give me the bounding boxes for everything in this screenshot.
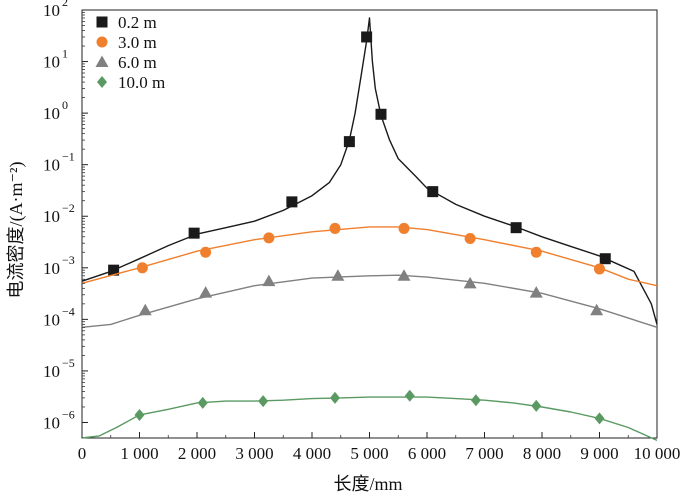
- data-point: [590, 303, 604, 316]
- y-tick-label: 10: [43, 413, 60, 432]
- data-point: [530, 246, 542, 258]
- y-tick-exponent: −2: [62, 201, 75, 215]
- legend-marker: [96, 36, 108, 48]
- data-point: [510, 222, 522, 234]
- y-tick-label: 10: [43, 310, 60, 329]
- data-point: [531, 399, 542, 412]
- data-point: [375, 108, 387, 120]
- data-point: [138, 303, 152, 316]
- x-tick-label: 9 000: [580, 444, 618, 463]
- x-tick-label: 8 000: [523, 444, 561, 463]
- data-point: [594, 412, 605, 425]
- data-point: [599, 253, 611, 265]
- y-tick-exponent: −1: [62, 150, 75, 164]
- x-tick-label: 0: [78, 444, 87, 463]
- x-tick-label: 10 000: [634, 444, 681, 463]
- y-tick-label: 10: [43, 53, 60, 72]
- legend-label: 10.0 m: [118, 73, 165, 92]
- data-point: [197, 396, 208, 409]
- data-point: [134, 408, 145, 421]
- data-point: [108, 264, 120, 276]
- data-point: [464, 233, 476, 245]
- data-point: [361, 31, 373, 43]
- legend: 0.2 m3.0 m6.0 m10.0 m: [95, 13, 165, 92]
- data-point: [404, 389, 415, 402]
- legend-item: 3.0 m: [96, 33, 157, 52]
- legend-item: 0.2 m: [96, 13, 157, 32]
- y-axis-label: 电流密度/(A·m⁻²): [6, 162, 27, 299]
- series-line: [81, 274, 658, 328]
- x-tick-label: 6 000: [408, 444, 446, 463]
- y-tick-exponent: 2: [62, 0, 68, 9]
- legend-label: 6.0 m: [118, 53, 157, 72]
- data-point: [330, 391, 340, 404]
- legend-marker: [97, 76, 107, 88]
- legend-item: 6.0 m: [95, 53, 157, 72]
- data-point: [329, 222, 341, 234]
- series-3: [81, 389, 658, 442]
- data-point: [262, 274, 276, 287]
- y-tick-label: 10: [43, 156, 60, 175]
- y-tick-exponent: −4: [62, 304, 75, 318]
- legend-item: 10.0 m: [97, 73, 165, 92]
- y-tick-exponent: −3: [62, 253, 75, 267]
- data-point: [398, 222, 410, 234]
- legend-marker: [96, 16, 108, 28]
- legend-label: 3.0 m: [118, 33, 157, 52]
- series-0: [81, 17, 658, 325]
- y-tick-exponent: 1: [62, 47, 68, 61]
- x-axis: 0 1 000 2 000 3 000 4 000 5 000 6 000 7 000 8 00…: [78, 432, 681, 463]
- x-tick-label: 4 000: [293, 444, 331, 463]
- data-point: [463, 276, 477, 289]
- x-tick-label: 2 000: [178, 444, 216, 463]
- plot-frame: [81, 9, 658, 439]
- y-tick-exponent: 0: [62, 98, 68, 112]
- y-tick-label: 10: [43, 362, 60, 381]
- y-tick-label: 10: [43, 1, 60, 20]
- data-point: [397, 269, 411, 281]
- series-line: [81, 226, 658, 287]
- series-1: [81, 222, 658, 287]
- data-point: [200, 246, 212, 258]
- data-point: [594, 263, 605, 275]
- x-tick-label: 3 000: [235, 444, 273, 463]
- x-tick-label: 7 000: [465, 444, 503, 463]
- y-tick-exponent: −5: [62, 356, 75, 370]
- data-point: [136, 262, 148, 274]
- x-tick-label: 5 000: [350, 444, 388, 463]
- data-point: [470, 394, 481, 407]
- data-point: [188, 227, 200, 239]
- y-tick-label: 10: [43, 104, 60, 123]
- y-tick-exponent: −6: [62, 407, 75, 421]
- data-point: [343, 136, 355, 148]
- data-point: [286, 196, 298, 208]
- data-point: [263, 232, 275, 244]
- series-2: [81, 269, 658, 328]
- plot-area: [81, 9, 658, 442]
- legend-label: 0.2 m: [118, 13, 157, 32]
- data-point: [199, 286, 213, 298]
- x-tick-label: 1 000: [120, 444, 158, 463]
- data-point: [427, 186, 439, 198]
- series-line: [81, 17, 658, 325]
- y-tick-label: 10: [43, 207, 60, 226]
- data-point: [529, 286, 543, 298]
- legend-marker: [95, 55, 109, 67]
- x-axis-label: 长度/mm: [333, 474, 402, 494]
- data-point: [258, 395, 269, 408]
- y-tick-label: 10: [43, 259, 60, 278]
- data-point: [331, 269, 345, 281]
- series-line: [81, 396, 658, 442]
